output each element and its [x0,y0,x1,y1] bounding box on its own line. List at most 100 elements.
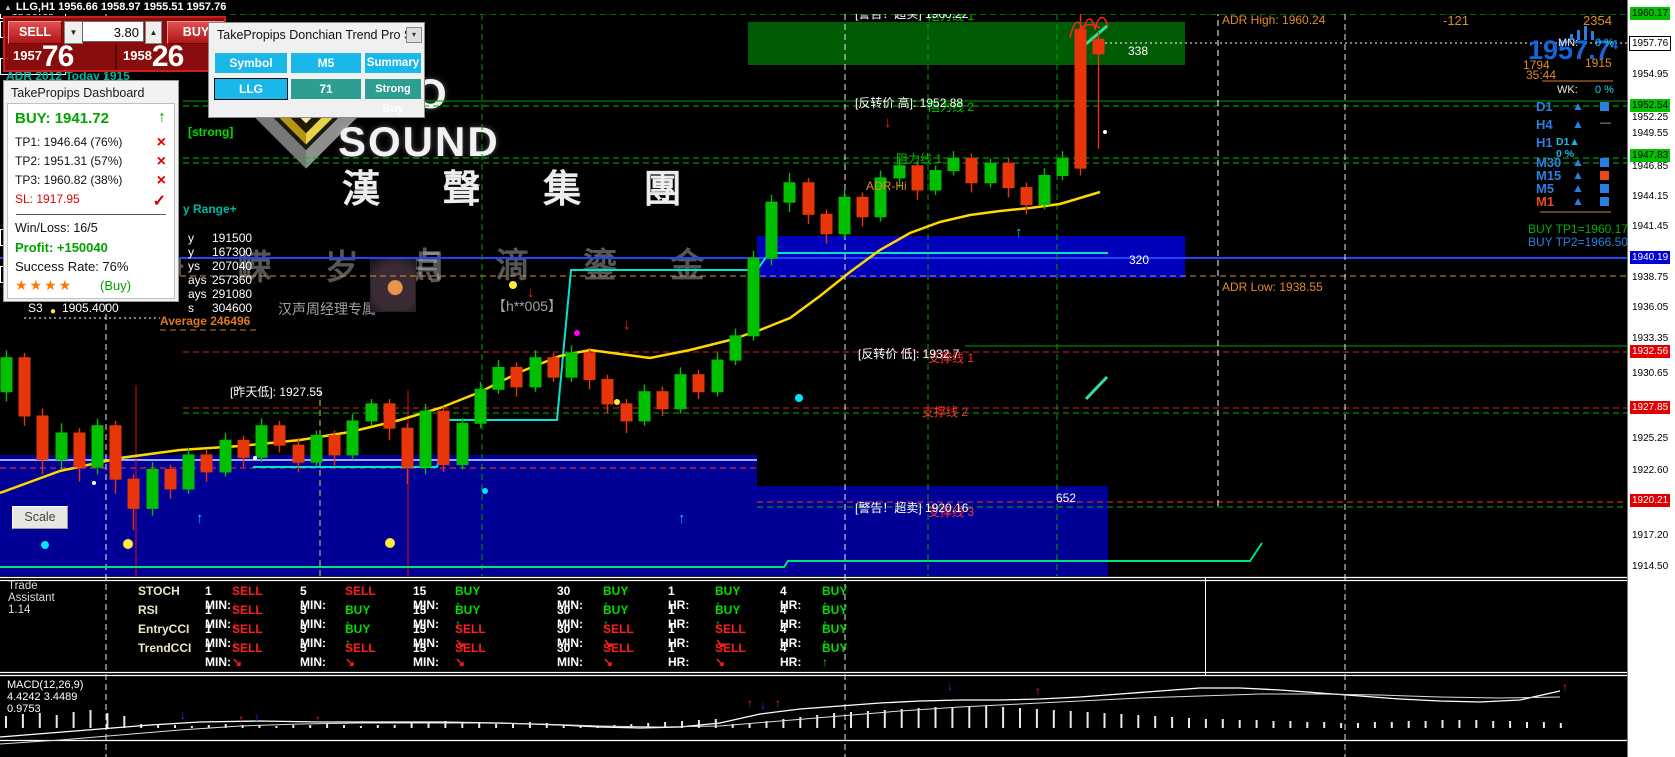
collapse-icon[interactable]: ▲ [4,3,12,12]
timeframe-label: 5 MIN: [300,641,326,669]
tf-row-label: H4 [1536,117,1553,132]
candle [783,182,796,203]
candle [729,335,742,361]
dashboard-title: TakePropips Dashboard [11,86,145,100]
candle [601,379,614,405]
candle [127,478,140,509]
candle [529,357,542,388]
candle [692,374,705,393]
signal-dot [482,488,488,494]
price-scale-tick: 1936.05 [1632,302,1669,313]
tf-row-label: M30 [1536,155,1562,170]
price-scale[interactable]: 1960.17 1957.76 1954.95 1952.54 1952.25 1949.… [1627,0,1675,757]
lot-size-input[interactable]: 3.80 [82,21,144,42]
candle [947,157,960,172]
candle [1056,157,1069,176]
candle [273,425,286,446]
price-scale-tick: 1922.60 [1632,465,1669,476]
mn-label: MN: [1558,37,1579,49]
timeframe-label: 1 MIN: [205,641,231,669]
tp1-x-icon: × [156,134,166,151]
scanner-signal[interactable]: Strong Buy [365,79,421,115]
dashboard-tp1: TP1: 1946.64 (76%) [15,135,123,149]
signal-cell: SELL ↘ [715,622,746,650]
chart-label: 阻力线 1 [896,152,943,166]
chart-label: 阻力线 2 [928,100,975,114]
signal-dot [574,330,580,336]
signal-cell: BUY ↑ [603,603,629,631]
price-scale-tick: 1949.55 [1632,128,1669,139]
signal-cell: SELL ↘ [345,641,376,669]
signal-cell: SELL ↘ [603,622,634,650]
indicator-line [253,252,1108,468]
indicator-name: EntryCCI [138,622,190,636]
hand-drawn-marker [1069,16,1109,39]
watermark-brand-cn: 漢 聲 集 團 [342,169,708,211]
buy-tp2-label: BUY TP2=1966.50 [1528,235,1628,249]
adr-row-value: 207040 [212,259,253,273]
candle [365,403,378,422]
timeframe-label: 15 MIN: [413,603,439,631]
signal-dot [92,481,96,485]
divider [16,214,166,215]
chart-label: 支撑线 3 [928,505,975,519]
candle [91,425,104,468]
wk-label: WK: [1557,84,1578,96]
macd-down-arrow-icon: ↓ [947,679,953,693]
scanner-col-m5[interactable]: M5 [291,53,361,73]
signal-cell: BUY ↑ [603,584,629,612]
timeframe-label: 5 MIN: [300,622,326,650]
candle [146,468,159,509]
timeframe-label: 30 MIN: [557,584,583,612]
candle [456,422,469,466]
trade-assistant-title: Trade Assistant 1.14 [8,580,55,616]
timeframe-label: 5 MIN: [300,603,326,631]
timeframe-label: 15 MIN: [413,584,439,612]
chart-title-bar: ▲ LLG,H1 1956.66 1958.97 1955.51 1957.76 [0,0,1675,14]
buy-tp1-label: BUY TP1=1960.17 [1528,222,1628,236]
macd-indicator-label: MACD(12,26,9) 4.4242 3.4489 0.9753 [7,679,84,715]
scanner-col-summary[interactable]: Summary [365,53,421,73]
sell-button[interactable]: SELL [8,21,62,44]
down-arrow-icon: ↓ [884,114,892,131]
scanner-col-symbol[interactable]: Symbol [215,53,287,73]
chart-label: ADR Low: 1938.55 [1222,280,1323,294]
signal-dot [123,539,133,549]
candle [820,213,833,235]
lot-decrease-button[interactable]: ▼ [64,21,83,44]
candle [292,444,305,463]
adr-row-value: 304600 [212,301,253,315]
scale-button[interactable]: Scale [12,506,68,529]
up-arrow-icon: ↑ [196,510,204,527]
candle [164,468,177,490]
scanner-dropdown-icon[interactable]: ▾ [406,27,422,43]
signal-dot [253,456,257,460]
zone [748,22,1185,65]
candle [401,427,414,468]
one-click-trading-panel: SELL ▼ 3.80 ▲ BUY 195776 195826 [3,16,226,73]
candle [328,434,341,456]
dashboard-profit: Profit: +150040 [15,240,108,255]
tf-row-label: D1 [1536,99,1553,114]
scanner-symbol-llg[interactable]: LLG [214,78,288,100]
s3-dot-icon: ● [50,306,57,317]
candle [200,454,213,473]
indicator-name: RSI [138,603,159,617]
timeframe-label: 4 HR: [780,641,802,669]
bid-price: 195776 [13,40,74,73]
price-scale-tick: 1927.85 [1630,401,1671,414]
adr-row-value: 191500 [212,231,253,245]
adr-row-value: 291080 [212,287,253,301]
signal-dot [795,394,803,402]
timeframe-label: 1 MIN: [205,584,231,612]
scanner-score[interactable]: 71 [291,79,361,99]
candle [1092,38,1105,55]
timeframe-label: 1 HR: [668,584,690,612]
dashboard-winloss: Win/Loss: 16/5 [15,221,98,235]
dashboard-stars: ★★★★ [15,277,74,293]
adr-header: ADR 2012 Today 1915 [6,69,130,83]
lot-increase-button[interactable]: ▲ [145,21,162,44]
chart-label: ADR High: 1960.24 [1222,13,1326,27]
adr-row-label: y [188,231,194,245]
price-scale-tick: 1925.25 [1632,433,1669,444]
